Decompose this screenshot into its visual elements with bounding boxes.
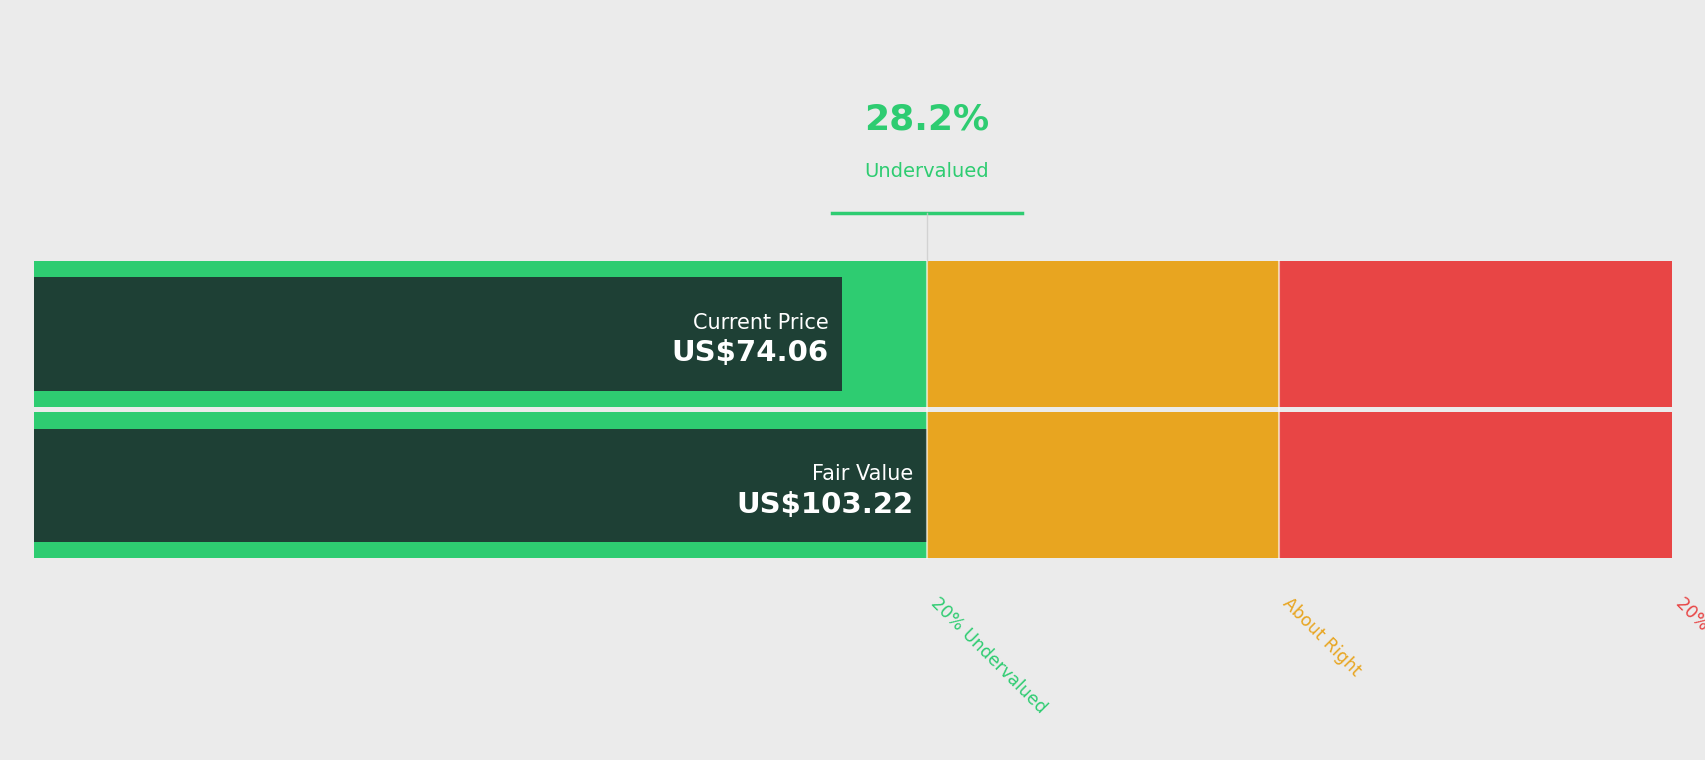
Bar — [34, 277, 841, 391]
Text: About Right: About Right — [1279, 594, 1364, 679]
Text: US$103.22: US$103.22 — [737, 491, 914, 519]
Bar — [34, 261, 926, 559]
Text: US$74.06: US$74.06 — [670, 340, 829, 367]
Bar — [926, 261, 1279, 559]
Text: 28.2%: 28.2% — [864, 102, 989, 136]
Bar — [1279, 261, 1671, 559]
Bar — [34, 407, 1671, 413]
Text: Undervalued: Undervalued — [864, 162, 989, 181]
Bar — [34, 429, 926, 542]
Text: Current Price: Current Price — [692, 313, 829, 333]
Text: 20% Undervalued: 20% Undervalued — [926, 594, 1049, 717]
Bar — [34, 429, 926, 542]
Bar — [34, 277, 841, 391]
Text: Fair Value: Fair Value — [812, 464, 914, 484]
Text: 20% Overvalued: 20% Overvalued — [1671, 594, 1705, 709]
